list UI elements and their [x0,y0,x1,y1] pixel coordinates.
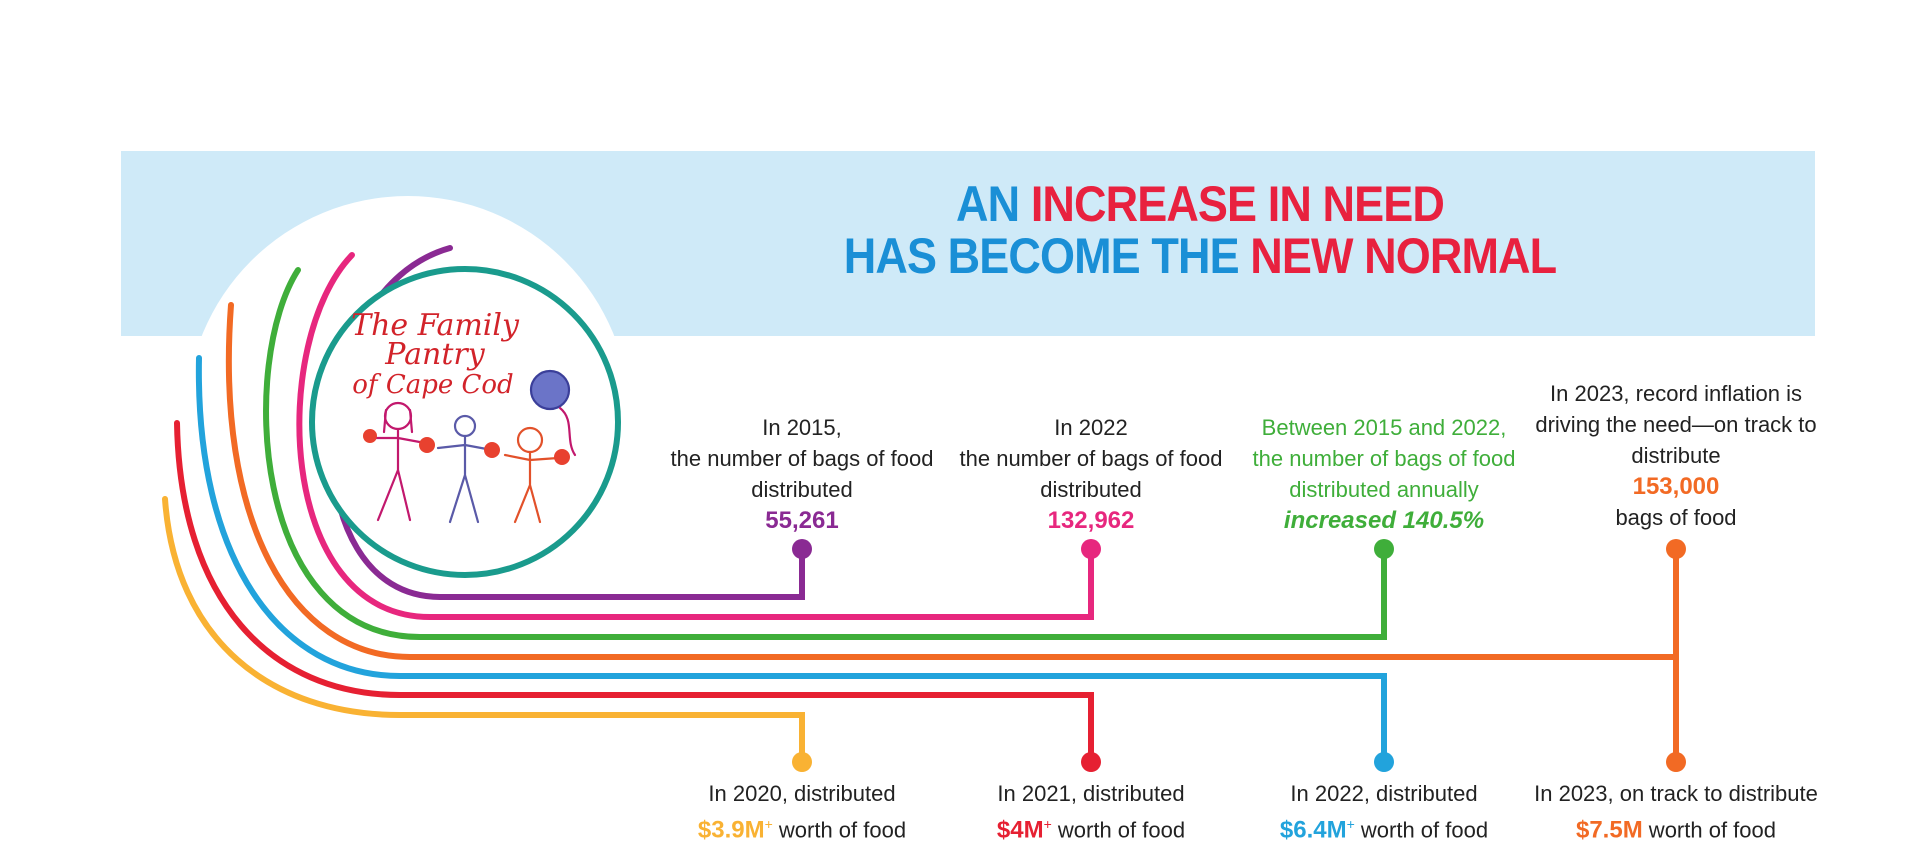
funds-2022: In 2022, distributed $6.4M+ worth of foo… [1279,781,1489,844]
family-pantry-logo: The Family Pantry of Cape Cod [351,308,520,400]
logo-ring [309,266,621,578]
bottom-markers [792,752,1686,772]
stick-family-drawing [363,369,577,524]
green-line [263,267,1387,640]
funds-2023: In 2023, on track to distribute $7.5M wo… [1534,781,1818,844]
logo-line-1: The Family [351,308,520,343]
marker-2021-funds [1081,752,1101,772]
blue-line [195,355,1387,765]
top-markers [792,539,1686,559]
figure-right [503,426,560,524]
bags-2015-value: 55,261 [765,507,839,534]
magenta-line [296,252,1094,620]
marker-2022-funds [1374,752,1394,772]
funds-2020: In 2020, distributed $3.9M+ worth of foo… [697,781,907,844]
hands [363,429,570,465]
note-2023: In 2023, record inflation is driving the… [1511,378,1841,533]
logo-line-2: Pantry [384,337,485,372]
growth-value: increased 140.5% [1283,507,1485,534]
logo-line-3: of Cape Cod [352,370,513,400]
note-growth: Between 2015 and 2022, the number of bag… [1229,412,1539,536]
marker-2020-funds [792,752,812,772]
page-title: AN INCREASE IN NEED HAS BECOME THE NEW N… [750,178,1650,282]
marker-2023 [1666,539,1686,559]
note-2015: In 2015, the number of bags of food dist… [652,412,952,536]
marker-2022 [1081,539,1101,559]
marker-2023-funds [1666,752,1686,772]
bags-2022-value: 132,962 [1047,507,1135,534]
figure-left [370,401,427,522]
marker-2015 [792,539,812,559]
title-line-1: AN INCREASE IN NEED [956,176,1445,232]
red-line [174,420,1094,765]
bags-2023-value: 153,000 [1632,473,1720,500]
note-2022: In 2022 the number of bags of food distr… [941,412,1241,536]
figure-middle [436,414,494,524]
balloon [529,369,577,457]
funds-2021: In 2021, distributed $4M+ worth of food [996,781,1186,844]
title-line-2: HAS BECOME THE NEW NORMAL [843,228,1557,284]
gold-line [162,496,805,765]
marker-growth [1374,539,1394,559]
orange-line [225,302,1679,660]
